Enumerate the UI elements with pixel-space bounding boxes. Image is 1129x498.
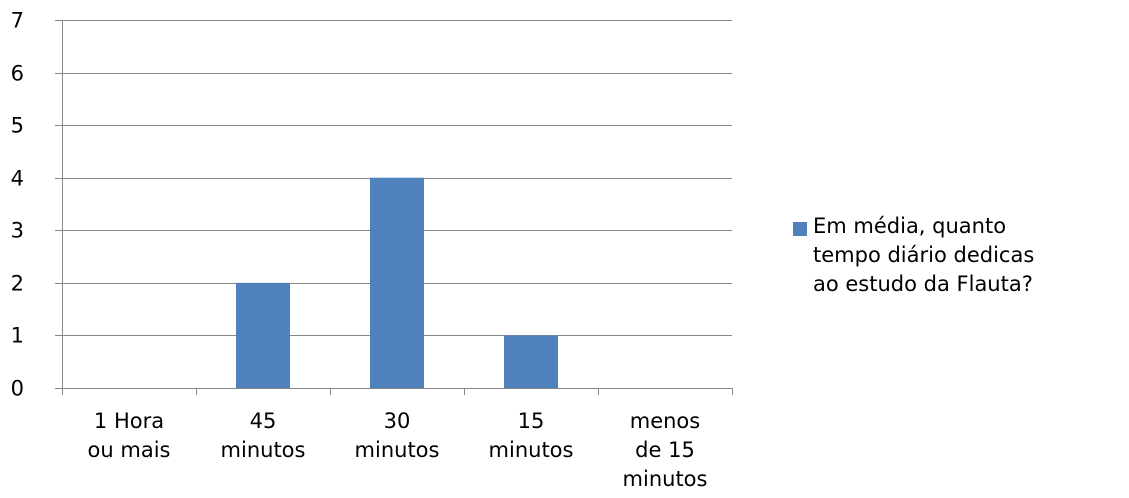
y-tick-label-3: 3 [11, 219, 24, 243]
y-tick-label-1: 1 [11, 324, 24, 348]
bar-1 [236, 282, 290, 388]
legend: Em média, quanto tempo diário dedicas ao… [793, 212, 1123, 299]
legend-swatch [793, 222, 807, 236]
x-tick-label-2: 30 minutos [355, 409, 440, 462]
y-tick-label-6: 6 [11, 62, 24, 86]
y-tick-label-5: 5 [11, 114, 24, 138]
y-tick-label-4: 4 [11, 167, 24, 191]
x-tick-label-3: 15 minutos [489, 409, 574, 462]
y-tick-label-0: 0 [11, 377, 24, 401]
legend-label: Em média, quanto tempo diário dedicas ao… [813, 214, 1035, 296]
x-tick-label-0: 1 Hora ou mais [88, 409, 171, 462]
bar-2 [370, 177, 424, 388]
bar-3 [504, 335, 558, 388]
x-tick-label-1: 45 minutos [221, 409, 306, 462]
x-tick-label-4: menos de 15 minutos [623, 409, 708, 491]
y-tick-label-2: 2 [11, 272, 24, 296]
y-tick-label-7: 7 [11, 9, 24, 33]
